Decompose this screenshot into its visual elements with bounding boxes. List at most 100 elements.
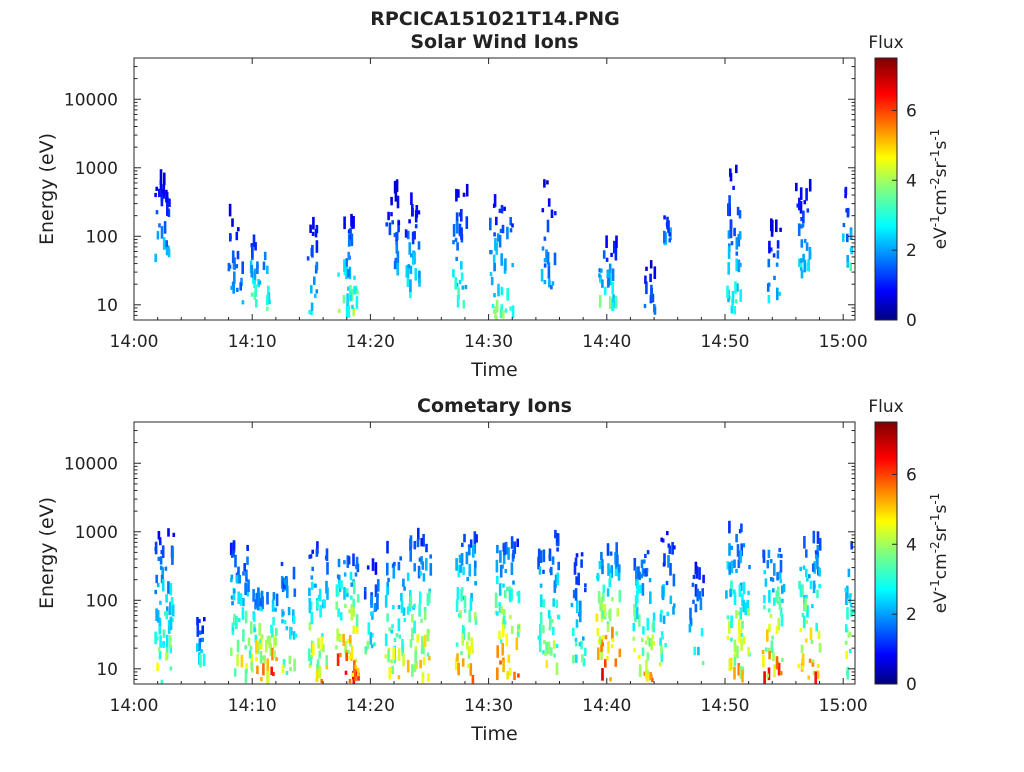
flux-cell [227, 262, 231, 272]
flux-cell [604, 635, 608, 640]
flux-cell [339, 652, 342, 658]
flux-cell [633, 648, 636, 653]
flux-cell [730, 657, 733, 671]
flux-cell [315, 548, 319, 557]
flux-cell [470, 593, 473, 602]
flux-cell [778, 597, 782, 610]
flux-cell [422, 656, 426, 666]
flux-cell [337, 591, 340, 596]
flux-cell [768, 590, 771, 603]
flux-cell [801, 223, 805, 228]
flux-cell [611, 638, 615, 643]
flux-cell [395, 179, 399, 192]
flux-cell [470, 637, 474, 650]
flux-cell [844, 587, 848, 592]
flux-cell [308, 597, 311, 603]
flux-cell [610, 252, 613, 257]
flux-cell [272, 617, 275, 626]
flux-cell [399, 556, 402, 561]
flux-cell [337, 272, 340, 277]
flux-cell [308, 587, 311, 597]
flux-cell [266, 658, 269, 672]
flux-cell [244, 582, 247, 596]
x-tick-label: 14:10 [228, 332, 277, 352]
flux-cell [699, 597, 703, 611]
flux-cell [666, 531, 669, 536]
flux-cell [250, 292, 254, 297]
flux-cell [155, 210, 159, 215]
flux-cell [653, 266, 657, 279]
flux-cell [251, 245, 254, 259]
flux-cell [811, 659, 815, 664]
flux-cell [246, 556, 249, 565]
flux-cell [411, 627, 414, 641]
flux-cell [473, 531, 477, 544]
flux-cell [461, 625, 465, 634]
flux-cell [165, 240, 168, 249]
flux-cell [850, 541, 853, 550]
flux-cell [644, 640, 648, 645]
flux-cell [601, 635, 605, 640]
flux-cell [777, 553, 780, 558]
flux-cell [413, 231, 416, 240]
flux-cell [728, 543, 731, 556]
y-axis-label: Energy (eV) [36, 133, 58, 245]
flux-cell [490, 250, 493, 255]
flux-cell [502, 551, 506, 565]
flux-cell [201, 637, 204, 642]
flux-cell [816, 556, 819, 570]
flux-cell [728, 658, 732, 671]
flux-cell [474, 581, 477, 586]
flux-cell [421, 561, 425, 570]
flux-cell [243, 563, 246, 572]
flux-cell [414, 268, 417, 281]
axes-frame [133, 57, 856, 321]
flux-cell [259, 607, 263, 612]
flux-cell [462, 566, 465, 575]
flux-cell [641, 647, 645, 656]
flux-cell [266, 591, 269, 605]
flux-cell [458, 554, 462, 563]
flux-cell [350, 582, 353, 587]
flux-cell [199, 638, 203, 643]
flux-cell [237, 617, 241, 623]
flux-cell [766, 673, 769, 678]
flux-cell [845, 592, 848, 605]
flux-cell [473, 541, 477, 554]
flux-cell [355, 614, 359, 627]
flux-cell [781, 598, 784, 603]
flux-cell [390, 659, 393, 664]
flux-cell [668, 545, 672, 554]
flux-cell [846, 233, 849, 243]
flux-cell [349, 290, 352, 296]
flux-cell [242, 629, 245, 642]
flux-cell [158, 188, 161, 198]
flux-cell [355, 556, 359, 570]
flux-cell [800, 239, 804, 248]
flux-cell [311, 231, 315, 236]
flux-cell [538, 566, 542, 575]
flux-cell [504, 308, 508, 313]
flux-cell [346, 639, 350, 644]
flux-cell [258, 639, 262, 644]
flux-cell [816, 545, 820, 558]
flux-cell [553, 580, 557, 593]
flux-cell [310, 654, 313, 659]
flux-cell [504, 541, 508, 555]
flux-cell [607, 563, 610, 576]
flux-cell [776, 572, 779, 581]
panel-title: Cometary Ions [417, 395, 572, 417]
flux-cell [312, 642, 315, 656]
flux-cell [618, 564, 621, 573]
flux-cell [455, 599, 459, 612]
colorbar-tick-label: 6 [906, 465, 917, 485]
flux-cell [515, 637, 519, 651]
flux-cell [735, 258, 738, 272]
flux-cell [409, 265, 413, 274]
flux-cell [543, 179, 546, 188]
flux-cell [646, 673, 649, 682]
flux-cell [463, 595, 467, 609]
flux-cell [391, 624, 394, 629]
flux-cell [414, 646, 418, 651]
